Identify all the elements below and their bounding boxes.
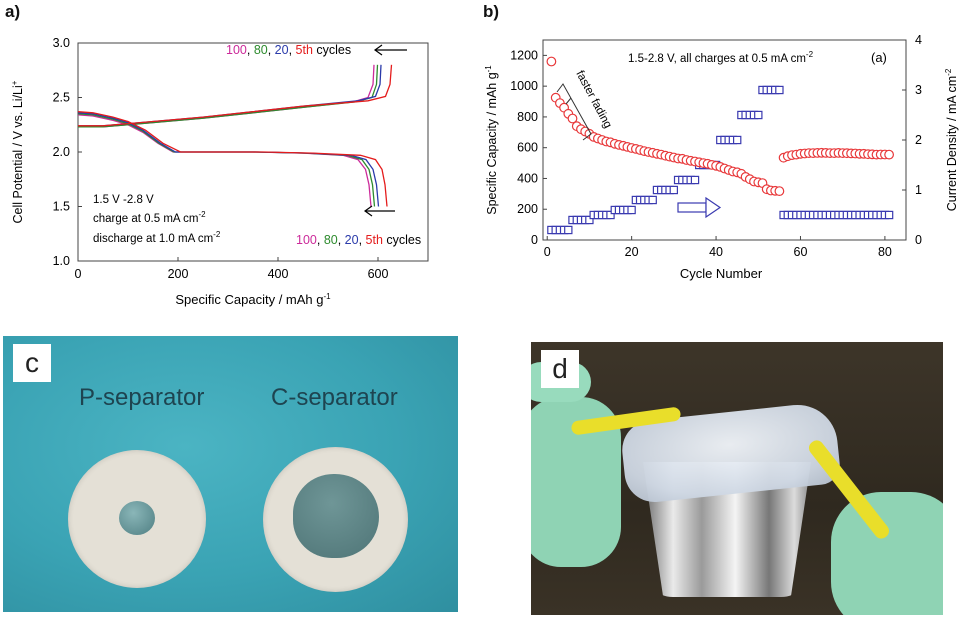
current-marker xyxy=(564,225,573,235)
y-tick-label-right-b: 1 xyxy=(915,183,922,197)
arrow-left-icon-top xyxy=(373,44,407,56)
current-marker xyxy=(669,185,678,195)
curve-charge-20 xyxy=(78,64,382,127)
current-marker xyxy=(690,175,700,185)
y-tick-label-left-b: 400 xyxy=(517,171,538,185)
cycle-legend-top: 100, 80, 20, 5th cycles xyxy=(226,43,351,57)
curve-discharge-20 xyxy=(77,112,380,207)
c-separator-caption: C-separator xyxy=(271,384,398,411)
photo-label-d: d xyxy=(541,350,579,388)
curve-charge-80 xyxy=(78,64,379,128)
y-tick-label-a: 2.0 xyxy=(53,145,70,159)
condition-line-2: charge at 0.5 mA cm-2 xyxy=(93,210,206,225)
curve-discharge-80 xyxy=(77,113,376,207)
capacity-marker xyxy=(884,149,895,160)
fading-bracket xyxy=(556,83,592,141)
current-marker xyxy=(585,215,594,225)
y-tick-label-left-b: 0 xyxy=(531,233,538,247)
arrow-left-icon-bottom xyxy=(363,205,395,217)
p-separator-droplet xyxy=(119,501,155,535)
x-tick-label-b: 80 xyxy=(878,245,892,259)
glove-right xyxy=(831,492,943,615)
curve-charge-5th xyxy=(78,64,393,127)
current-marker xyxy=(754,110,763,120)
capacity-marker xyxy=(567,113,578,124)
arrow-right-icon xyxy=(677,196,722,219)
cycle-legend-bottom: 100, 80, 20, 5th cycles xyxy=(296,233,421,247)
x-tick-label-a: 600 xyxy=(368,267,389,281)
y-tick-label-right-b: 4 xyxy=(915,33,922,47)
x-tick-label-b: 60 xyxy=(794,245,808,259)
current-marker xyxy=(884,210,894,220)
capacity-marker xyxy=(546,56,557,67)
photo-d-flexibility: d xyxy=(531,342,943,615)
current-marker xyxy=(775,85,784,95)
y-tick-label-left-b: 800 xyxy=(517,110,538,124)
curve-discharge-100 xyxy=(77,114,372,207)
photo-label-c: c xyxy=(13,344,51,382)
y-tick-label-left-b: 1000 xyxy=(510,79,538,93)
faster-fading-label: faster fading xyxy=(573,69,613,131)
y-tick-label-a: 1.5 xyxy=(53,200,70,214)
y-tick-label-right-b: 0 xyxy=(915,233,922,247)
y-tick-label-left-b: 200 xyxy=(517,202,538,216)
y-tick-label-a: 3.0 xyxy=(53,36,70,50)
x-tick-label-b: 0 xyxy=(544,245,551,259)
y-tick-label-left-b: 600 xyxy=(517,141,538,155)
panel-label-b: b) xyxy=(483,2,500,21)
y-tick-label-a: 1.0 xyxy=(53,254,70,268)
p-separator-caption: P-separator xyxy=(79,384,205,411)
voltage-profile-chart: 0 200 400 600 1.0 1.5 2.0 2.5 3.0 Cell Potential… xyxy=(10,36,429,307)
y-axis-title-a: Cell Potential / V vs. Li/Li+ xyxy=(10,80,25,223)
curve-discharge-5th xyxy=(77,111,388,207)
condition-line-1: 1.5 V -2.8 V xyxy=(93,194,154,206)
curve-charge-100 xyxy=(78,64,375,128)
current-marker xyxy=(733,135,742,145)
c-separator-wet-area xyxy=(293,474,379,558)
x-tick-label-b: 40 xyxy=(709,245,723,259)
y-axis-title-right-b: Current Density / mA cm-2 xyxy=(944,68,959,211)
y-tick-label-right-b: 2 xyxy=(915,133,922,147)
panel-label-a: a) xyxy=(5,2,21,21)
current-marker xyxy=(627,205,636,215)
current-marker xyxy=(606,210,615,220)
x-tick-label-a: 400 xyxy=(268,267,289,281)
c-separator-disc xyxy=(263,447,408,592)
y-axis-title-left-b: Specific Capacity / mAh g-1 xyxy=(484,65,499,215)
x-tick-label-a: 0 xyxy=(75,267,82,281)
photo-c-separators: c P-separator C-separator xyxy=(3,336,458,612)
x-tick-label-a: 200 xyxy=(168,267,189,281)
x-axis-title-b: Cycle Number xyxy=(680,266,763,281)
p-separator-disc xyxy=(68,450,206,588)
capacity-marker xyxy=(774,186,785,197)
y-tick-label-right-b: 3 xyxy=(915,83,922,97)
y-tick-label-left-b: 1200 xyxy=(510,48,538,62)
corner-tag-b: (a) xyxy=(871,50,887,65)
current-marker xyxy=(648,195,657,205)
x-axis-title-a: Specific Capacity / mAh g-1 xyxy=(175,292,331,307)
condition-line-3: discharge at 1.0 mA cm-2 xyxy=(93,230,221,245)
x-tick-label-b: 20 xyxy=(625,245,639,259)
y-tick-label-a: 2.5 xyxy=(53,91,70,105)
condition-label-b: 1.5-2.8 V, all charges at 0.5 mA cm-2 xyxy=(628,50,814,65)
